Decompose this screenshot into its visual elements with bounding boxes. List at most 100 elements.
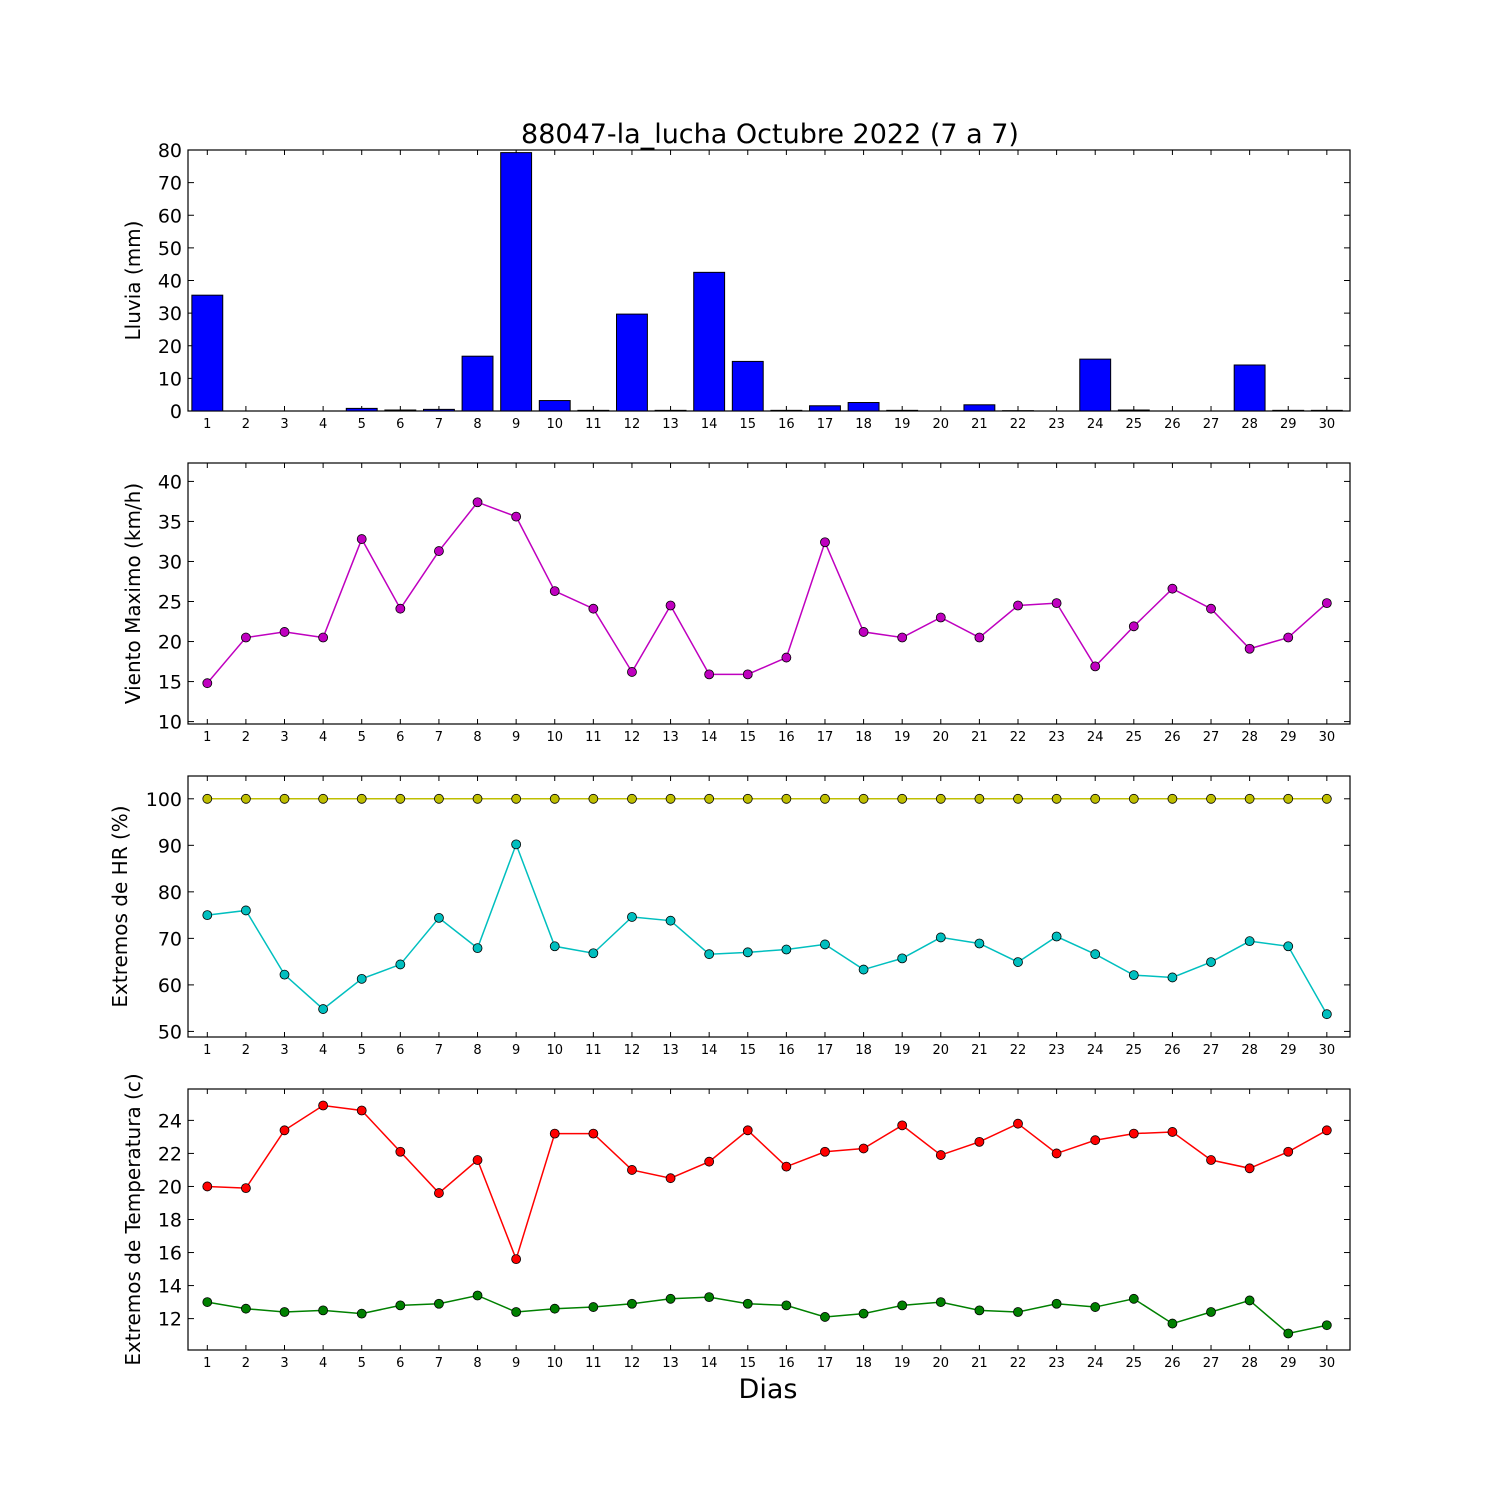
x-tick-label: 1 — [203, 730, 211, 745]
rain-bar — [809, 405, 841, 412]
data-point — [279, 1125, 290, 1136]
x-tick-label: 14 — [701, 1356, 718, 1371]
y-axis-label: Extremos de HR (%) — [108, 805, 132, 1007]
x-tick-label: 9 — [512, 417, 520, 432]
data-point — [742, 793, 753, 804]
data-point — [704, 793, 715, 804]
data-point — [1128, 621, 1139, 632]
x-tick-label: 19 — [894, 1043, 911, 1058]
x-tick-label: 16 — [778, 730, 795, 745]
y-tick-label: 50 — [158, 1021, 182, 1043]
y-tick-label: 100 — [146, 789, 182, 811]
data-point — [820, 1146, 830, 1157]
x-tick-label: 10 — [546, 1356, 563, 1371]
y-tick-label: 14 — [158, 1276, 182, 1298]
data-point — [588, 1302, 599, 1312]
data-point — [511, 793, 522, 804]
data-point — [858, 1143, 869, 1154]
x-tick-label: 3 — [280, 1356, 288, 1371]
data-point — [472, 1290, 483, 1301]
x-tick-label: 24 — [1087, 1356, 1104, 1371]
x-tick-label: 15 — [739, 417, 756, 432]
data-point — [318, 632, 329, 643]
rain-bar — [616, 313, 648, 412]
x-tick-label: 15 — [739, 1356, 756, 1371]
data-point — [742, 1125, 753, 1136]
x-tick-label: 27 — [1203, 730, 1220, 745]
x-tick-label: 5 — [358, 417, 366, 432]
x-tick-label: 17 — [817, 730, 834, 745]
data-point — [897, 1120, 908, 1131]
x-tick-label: 28 — [1241, 1043, 1258, 1058]
rain-bar — [1117, 409, 1150, 412]
x-tick-label: 28 — [1241, 417, 1258, 432]
x-tick-label: 17 — [817, 417, 834, 432]
rain-bar — [384, 409, 417, 412]
y-tick-label: 10 — [158, 712, 182, 734]
data-point — [627, 912, 637, 922]
data-point — [1321, 1009, 1332, 1020]
data-point — [704, 1292, 715, 1303]
x-tick-label: 2 — [242, 417, 250, 432]
data-point — [781, 793, 792, 804]
series-line-2 — [207, 1294, 1327, 1335]
data-point — [781, 652, 792, 663]
x-tick-label: 20 — [933, 1043, 950, 1058]
x-tick-label: 2 — [242, 1043, 250, 1058]
data-point — [588, 948, 599, 959]
data-point — [1283, 1328, 1294, 1339]
x-tick-label: 8 — [473, 730, 481, 745]
x-tick-label: 14 — [701, 730, 718, 745]
data-point — [1128, 1128, 1139, 1139]
rain-bar — [886, 409, 919, 412]
rain-bar — [577, 409, 610, 412]
data-point — [742, 947, 753, 958]
data-point — [858, 964, 869, 975]
data-point — [704, 1156, 715, 1167]
data-point — [1167, 972, 1178, 983]
data-point — [241, 793, 251, 804]
x-tick-label: 25 — [1126, 1356, 1143, 1371]
data-point — [1206, 957, 1216, 967]
data-point — [897, 1300, 908, 1311]
x-tick-label: 4 — [319, 417, 327, 432]
data-point — [820, 939, 830, 950]
x-tick-label: 5 — [358, 1356, 366, 1371]
data-point — [549, 793, 560, 804]
data-point — [935, 612, 946, 623]
data-point — [202, 1297, 213, 1307]
x-tick-label: 24 — [1087, 417, 1104, 432]
series-line-1 — [206, 501, 1328, 684]
data-point — [395, 1300, 406, 1311]
data-point — [1013, 793, 1023, 804]
y-tick-label: 20 — [158, 336, 182, 358]
x-tick-label: 22 — [1010, 1356, 1027, 1371]
data-point — [820, 1312, 830, 1322]
x-tick-label: 18 — [855, 1356, 872, 1371]
data-point — [897, 632, 908, 643]
x-tick-label: 16 — [778, 1356, 795, 1371]
data-point — [202, 1181, 213, 1192]
data-point — [1090, 949, 1101, 960]
x-tick-label: 21 — [971, 417, 988, 432]
data-point — [318, 793, 329, 804]
x-tick-label: 19 — [894, 1356, 911, 1371]
x-tick-label: 12 — [624, 730, 641, 745]
data-point — [665, 793, 676, 804]
x-tick-label: 23 — [1048, 1043, 1065, 1058]
data-point — [1206, 1307, 1216, 1317]
data-point — [472, 497, 483, 508]
data-point — [627, 1298, 637, 1309]
data-point — [1013, 600, 1023, 611]
data-point — [472, 793, 483, 804]
data-point — [241, 632, 251, 643]
data-point — [781, 944, 792, 955]
data-point — [820, 793, 830, 804]
y-tick-label: 35 — [158, 511, 182, 533]
data-point — [974, 1305, 985, 1316]
data-point — [781, 1300, 792, 1311]
rain-bar — [847, 402, 880, 412]
data-point — [858, 793, 869, 804]
x-tick-label: 8 — [473, 417, 481, 432]
